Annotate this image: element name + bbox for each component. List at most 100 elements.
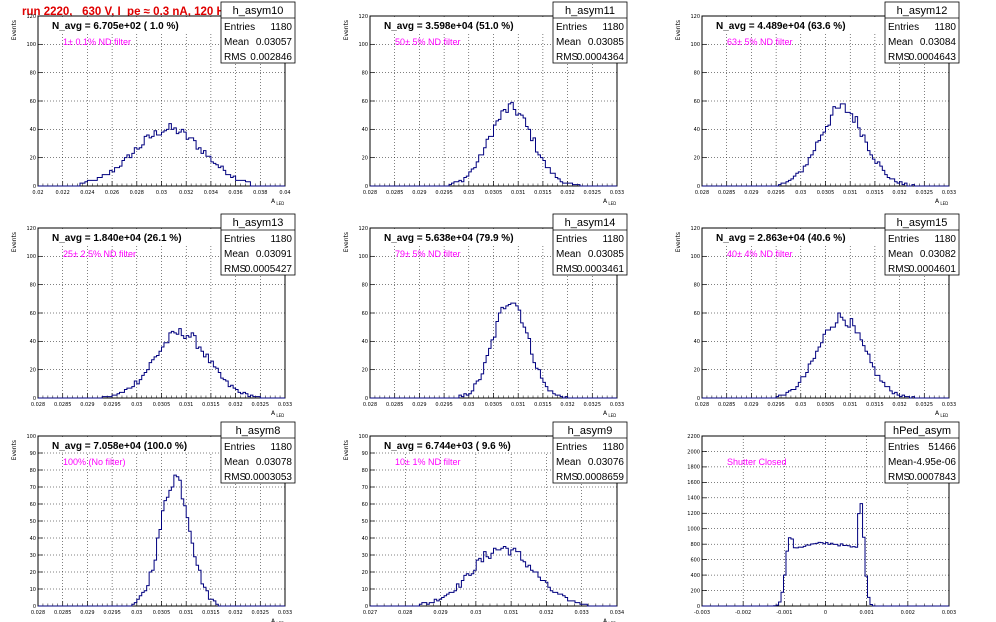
stats-value-entries: 1180 [602, 234, 624, 245]
histogram-line [702, 503, 949, 607]
x-tick-label: 0.029 [80, 610, 94, 616]
stats-box [884, 421, 960, 484]
panel-title: N_avg = 2.863e+04 (40.6 %) [716, 233, 846, 244]
stats-value-mean: 0.03085 [588, 249, 625, 260]
x-tick-label: 0.032 [228, 610, 242, 616]
x-tick-label: 0.032 [179, 190, 193, 196]
stats-value-mean: 0.03085 [588, 37, 625, 48]
y-tick-label: 40 [30, 127, 36, 133]
stats-value-entries: 1180 [602, 22, 624, 33]
x-tick-label: 0.033 [942, 190, 956, 196]
y-tick-label: 400 [690, 573, 700, 579]
stats-hist-name: h_asym10 [233, 5, 284, 17]
x-tick-label: 0.028 [130, 190, 144, 196]
y-tick-label: 120 [26, 226, 36, 232]
x-tick-label: 0.0305 [817, 190, 835, 196]
y-tick-label: 40 [30, 339, 36, 345]
x-tick-label: 0.0295 [435, 402, 453, 408]
x-tick-label: 0.0305 [153, 402, 171, 408]
x-tick-label: 0.0285 [718, 402, 736, 408]
y-tick-label: 120 [690, 226, 700, 232]
stats-key-mean: Mean [224, 457, 249, 468]
y-tick-label: 20 [694, 367, 700, 373]
stats-hist-name: h_asym12 [897, 5, 948, 17]
stats-hist-name: h_asym9 [568, 425, 613, 437]
stats-value-mean: 0.03091 [256, 249, 293, 260]
x-tick-label: 0.001 [860, 610, 874, 616]
x-tick-label: 0.028 [363, 402, 377, 408]
panel-h_asym15: 0.028 0.0285 0.029 0.0295 0.03 0.0305 0.031 0.0… [675, 213, 960, 418]
stats-value-entries: 51466 [928, 442, 956, 453]
stats-key-entries: Entries [556, 234, 587, 245]
y-tick-label: 0 [33, 396, 36, 402]
y-tick-label: 100 [26, 434, 36, 440]
y-tick-label: 2200 [687, 434, 700, 440]
histogram-line [38, 474, 285, 607]
y-axis-label: Events [675, 20, 682, 40]
x-tick-label: -0.003 [694, 610, 710, 616]
panel-title: N_avg = 6.744e+03 ( 9.6 %) [384, 441, 511, 452]
x-axis-label: A LED [603, 198, 616, 206]
filter-annotation: 40± 4% ND filter [727, 249, 792, 259]
y-tick-label: 60 [694, 311, 700, 317]
stats-key-mean: Mean [888, 249, 913, 260]
x-tick-label: 0.0315 [866, 190, 884, 196]
stats-value-rms: 0.0003053 [245, 472, 293, 483]
title-box [46, 438, 224, 452]
x-axis-label: A LED [603, 410, 616, 418]
y-tick-label: 100 [26, 42, 36, 48]
y-tick-label: 100 [690, 42, 700, 48]
y-tick-label: 40 [694, 339, 700, 345]
y-tick-label: 1800 [687, 465, 700, 471]
x-tick-label: 0.03 [795, 402, 806, 408]
x-tick-label: 0.028 [695, 190, 709, 196]
y-tick-label: 20 [362, 570, 368, 576]
x-tick-label: 0.034 [204, 190, 218, 196]
y-tick-label: 40 [694, 127, 700, 133]
x-tick-label: 0.024 [80, 190, 94, 196]
y-tick-label: 70 [362, 485, 368, 491]
x-tick-label: 0.029 [744, 402, 758, 408]
y-tick-label: 100 [26, 254, 36, 260]
stats-box [220, 421, 296, 484]
panel-h_asym14: 0.028 0.0285 0.029 0.0295 0.03 0.0305 0.031 0.0… [343, 213, 628, 418]
stats-key-rms: RMS [888, 264, 911, 275]
x-tick-label: -0.001 [776, 610, 792, 616]
y-tick-label: 80 [362, 282, 368, 288]
x-tick-label: 0.033 [575, 610, 589, 616]
y-axis-label: Events [11, 232, 18, 252]
y-tick-label: 120 [358, 14, 368, 20]
stats-key-rms: RMS [556, 52, 579, 63]
stats-key-rms: RMS [224, 264, 247, 275]
stats-key-rms: RMS [888, 52, 911, 63]
x-tick-label: 0.0295 [767, 402, 785, 408]
y-tick-label: 100 [690, 254, 700, 260]
y-tick-label: 800 [690, 542, 700, 548]
y-tick-label: 40 [30, 536, 36, 542]
stats-value-rms: 0.002846 [250, 52, 292, 63]
x-tick-label: 0.03 [463, 190, 474, 196]
stats-key-mean: Mean [888, 457, 913, 468]
stats-hist-name: hPed_asym [893, 425, 951, 437]
stats-box [220, 213, 296, 276]
y-tick-label: 2000 [687, 449, 700, 455]
y-tick-label: 10 [362, 587, 368, 593]
filter-annotation: 50± 5% ND filter [395, 37, 460, 47]
stats-box [220, 1, 296, 64]
x-tick-label: 0 [824, 610, 827, 616]
stats-key-rms: RMS [888, 472, 911, 483]
y-tick-label: 20 [694, 155, 700, 161]
x-tick-label: 0.032 [892, 190, 906, 196]
y-tick-label: 80 [362, 70, 368, 76]
y-tick-label: 70 [30, 485, 36, 491]
stats-key-entries: Entries [556, 442, 587, 453]
y-tick-label: 60 [30, 502, 36, 508]
x-tick-label: 0.0295 [103, 402, 121, 408]
stats-value-mean: 0.03082 [920, 249, 957, 260]
panel-h_asym9: 0.027 0.028 0.029 0.03 0.031 0.032 0.033 0.034 0… [343, 421, 628, 622]
x-tick-label: 0.003 [942, 610, 956, 616]
x-tick-label: 0.029 [412, 402, 426, 408]
stats-value-entries: 1180 [270, 22, 292, 33]
x-tick-label: 0.028 [695, 402, 709, 408]
x-axis-label: A LED [935, 198, 948, 206]
